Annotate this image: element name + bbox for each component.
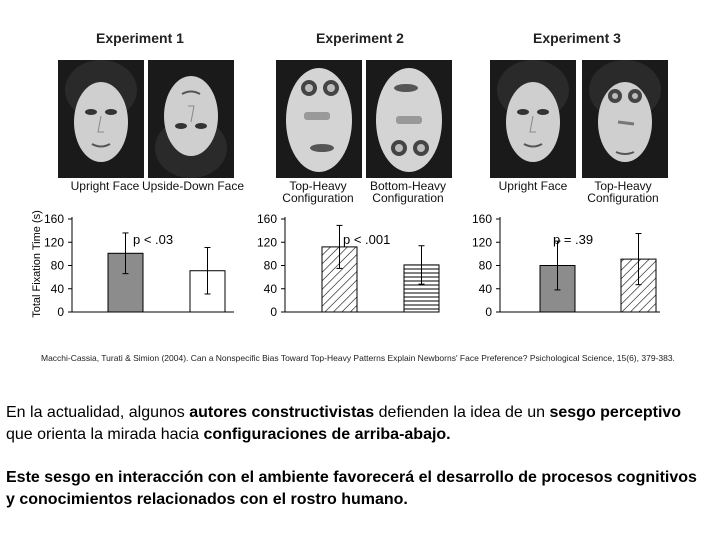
y-tick-label: 160 [44,212,64,226]
y-tick-label: 80 [479,259,493,273]
y-tick-label: 80 [264,259,278,273]
paragraph-1-segment: que orienta la mirada hacia [6,426,204,443]
p-value-annotation: p = .39 [553,232,593,247]
y-tick-label: 120 [472,235,492,249]
y-tick-label: 160 [472,212,492,226]
y-tick-label: 40 [264,282,278,296]
paragraph-1-segment: configuraciones de arriba-abajo. [203,426,451,443]
bottom-heavy-configuration-image [366,60,452,178]
paragraph-2: Este sesgo en interacción con el ambient… [6,469,697,508]
p-value-annotation: p < .001 [343,232,390,247]
y-tick-label: 40 [51,282,65,296]
paragraph-1-segment: autores constructivistas [189,404,375,421]
paragraph-1-segment: sesgo perceptivo [549,404,682,421]
condition-label: Top-Heavy Configuration [587,179,659,205]
condition-label: Upright Face [70,179,140,193]
condition-label: Bottom-Heavy Configuration [369,179,447,205]
condition-label: Upside-Down Face [141,179,245,193]
experiment-2-title: Experiment 2 [316,30,404,46]
paragraph-1-segment: defienden la idea de un [374,404,550,421]
y-tick-label: 160 [257,212,277,226]
top-heavy-face-image [582,60,668,178]
y-tick-label: 0 [485,305,492,319]
experiment-1-title: Experiment 1 [96,30,184,46]
upright-face-image-1 [58,60,144,178]
condition-label: Upright Face [498,179,568,193]
experiment-3-title: Experiment 3 [533,30,621,46]
y-tick-label: 0 [57,305,64,319]
paragraph-1: En la actualidad, algunos autores constr… [6,402,706,446]
paragraph-1-segment: En la actualidad, algunos [6,404,190,421]
p-value-annotation: p < .03 [133,232,173,247]
y-tick-label: 120 [257,235,277,249]
y-tick-label: 80 [51,259,65,273]
upright-face-image-3 [490,60,576,178]
top-heavy-configuration-image [276,60,362,178]
y-tick-label: 40 [479,282,493,296]
y-tick-label: 120 [44,235,64,249]
citation: Macchi-Cassia, Turati & Simion (2004). C… [41,353,675,363]
y-tick-label: 0 [270,305,277,319]
bar-charts: 0 40 80 120 160 p < .03 0 40 80 120 160 p < .001 0 40… [44,212,660,319]
condition-label: Top-Heavy Configuration [282,179,354,205]
upside-down-face-image [148,60,234,178]
